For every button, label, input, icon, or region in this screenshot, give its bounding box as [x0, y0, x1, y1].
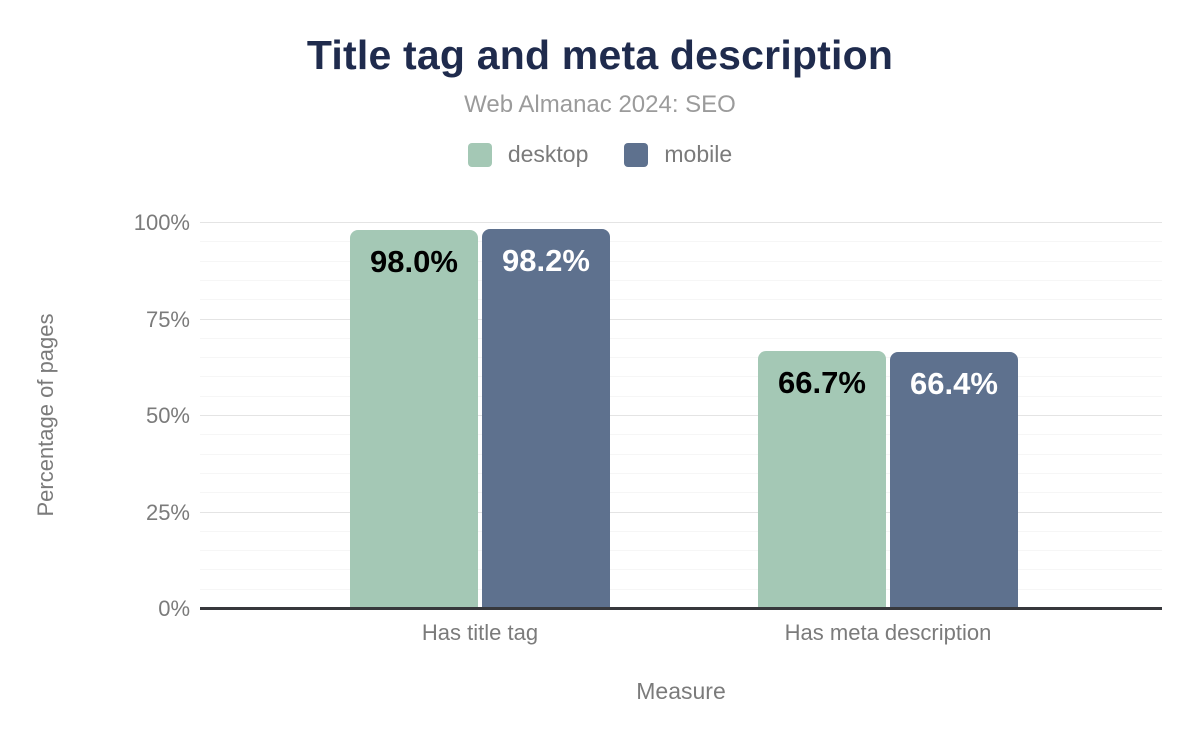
y-tick-label: 0% — [158, 596, 190, 621]
y-tick-label: 25% — [145, 500, 190, 525]
legend-item-desktop: desktop — [467, 141, 589, 168]
minor-gridline — [200, 550, 1162, 551]
desktop-swatch-icon — [467, 142, 492, 167]
minor-gridline — [200, 434, 1162, 435]
major-gridline — [200, 222, 1162, 223]
minor-gridline — [200, 454, 1162, 455]
legend-item-mobile: mobile — [624, 141, 732, 168]
y-tick-label: 50% — [145, 403, 190, 428]
y-axis-title: Percentage of pages — [33, 313, 58, 517]
mobile-swatch-icon — [624, 142, 649, 167]
minor-gridline — [200, 569, 1162, 570]
legend-label-mobile: mobile — [664, 141, 733, 167]
chart-subtitle: Web Almanac 2024: SEO — [464, 91, 736, 118]
chart-title: Title tag and meta description — [306, 32, 894, 78]
minor-gridline — [200, 376, 1162, 377]
minor-gridline — [200, 589, 1162, 590]
bar-value-label: 66.7% — [778, 365, 866, 400]
x-axis-title: Measure — [636, 678, 726, 704]
bar-value-label: 98.0% — [370, 244, 458, 279]
bar-value-label: 66.4% — [910, 366, 998, 401]
major-gridline — [200, 415, 1162, 416]
bar-value-label: 98.2% — [502, 243, 590, 278]
bar-mobile-1[interactable]: 66.4% — [890, 352, 1018, 608]
minor-gridline — [200, 261, 1162, 262]
minor-gridline — [200, 280, 1162, 281]
legend-label-desktop: desktop — [507, 141, 589, 167]
y-tick-label: 75% — [145, 307, 190, 332]
minor-gridline — [200, 531, 1162, 532]
minor-gridline — [200, 492, 1162, 493]
y-tick-label: 100% — [133, 210, 190, 235]
bar-desktop-1[interactable]: 66.7% — [758, 351, 886, 608]
minor-gridline — [200, 357, 1162, 358]
x-axis-line — [200, 607, 1162, 610]
x-tick-label: Has title tag — [421, 620, 539, 645]
minor-gridline — [200, 241, 1162, 242]
minor-gridline — [200, 299, 1162, 300]
bar-desktop-0[interactable]: 98.0% — [350, 230, 478, 608]
major-gridline — [200, 512, 1162, 513]
legend: desktop mobile — [0, 141, 1200, 168]
minor-gridline — [200, 396, 1162, 397]
minor-gridline — [200, 338, 1162, 339]
bar-mobile-0[interactable]: 98.2% — [482, 229, 610, 608]
x-tick-label: Has meta description — [784, 620, 992, 645]
major-gridline — [200, 319, 1162, 320]
minor-gridline — [200, 473, 1162, 474]
